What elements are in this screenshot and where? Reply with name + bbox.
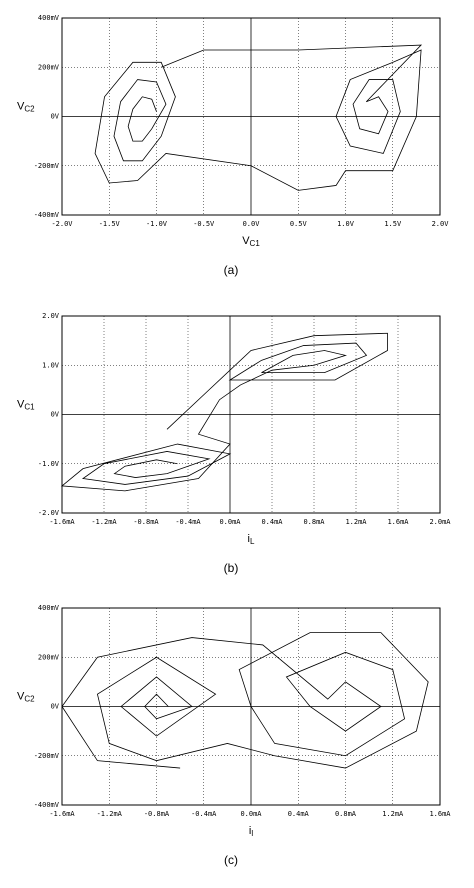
y-axis-label-sub: C2 [24,695,35,704]
caption: (c) [224,853,238,867]
y-tick-label: 2.0V [42,312,60,320]
x-tick-label: 1.2mA [382,810,404,818]
y-tick-label: -2.0V [38,509,60,517]
y-axis-label: VC2 [17,100,35,113]
x-tick-label: 0.0mA [240,810,262,818]
y-tick-label: -200mV [34,162,60,170]
x-tick-label: 1.6mA [429,810,451,818]
x-axis-label: il [249,825,253,838]
y-tick-label: 0V [51,411,60,419]
y-axis-label-main: V [17,398,25,410]
plot-frame [61,17,441,216]
y-tick-label: -400mV [34,801,60,809]
x-tick-label: 0.4mA [288,810,310,818]
y-axis-label: VC2 [17,690,35,703]
x-tick-label: 0.8mA [335,810,357,818]
x-tick-label: -0.4mA [175,518,201,526]
trajectory [94,44,423,191]
x-tick-label: 0.0V [243,220,261,228]
x-tick-label: 0.0mA [219,518,241,526]
x-axis-label: VC1 [242,235,260,248]
y-tick-label: 0V [51,113,60,121]
x-tick-label: 0.8mA [303,518,325,526]
x-tick-label: -0.5V [193,220,215,228]
x-tick-label: 1.0V [337,220,355,228]
x-axis-label-sub: l [251,829,253,838]
x-tick-label: -1.0V [146,220,168,228]
y-tick-label: 1.0V [42,361,60,369]
y-tick-label: -400mV [34,211,60,219]
y-axis-label-main: V [17,690,25,702]
y-tick-label: -200mV [34,752,60,760]
y-axis-label: VC1 [17,398,35,411]
trajectory [60,332,388,492]
x-tick-label: -2.0V [51,220,73,228]
y-tick-label: 200mV [38,653,60,661]
x-axis-label-main: V [242,235,250,247]
y-tick-label: 200mV [38,63,60,71]
x-tick-label: -1.5V [99,220,121,228]
x-axis-label-sub: C1 [250,239,261,248]
y-tick-label: 0V [51,703,60,711]
y-axis-label-sub: C2 [24,105,35,114]
y-tick-label: 400mV [38,14,60,22]
x-tick-label: -0.4mA [191,810,217,818]
x-axis-label-main: i [249,825,251,837]
x-tick-label: 0.5V [290,220,308,228]
x-axis-label: iL [248,533,255,546]
caption: (a) [224,263,239,277]
x-tick-label: -1.6mA [49,810,75,818]
x-axis-label-main: i [248,533,250,545]
x-tick-label: 1.6mA [387,518,409,526]
x-tick-label: 1.5V [384,220,402,228]
y-axis-label-main: V [17,100,25,112]
x-axis-label-sub: L [250,537,255,546]
caption: (b) [224,561,239,575]
x-tick-label: -1.2mA [97,810,123,818]
x-tick-label: 2.0mA [429,518,451,526]
y-tick-label: -1.0V [38,460,60,468]
y-tick-label: 400mV [38,604,60,612]
x-tick-label: 1.2mA [345,518,367,526]
x-tick-label: 0.4mA [261,518,283,526]
y-axis-label-sub: C1 [24,403,35,412]
x-tick-label: -1.6mA [49,518,75,526]
x-tick-label: -0.8mA [133,518,159,526]
plot-frame [61,315,441,514]
x-tick-label: -0.8mA [144,810,170,818]
trajectory [61,632,429,769]
x-tick-label: 2.0V [432,220,450,228]
x-tick-label: -1.2mA [91,518,117,526]
